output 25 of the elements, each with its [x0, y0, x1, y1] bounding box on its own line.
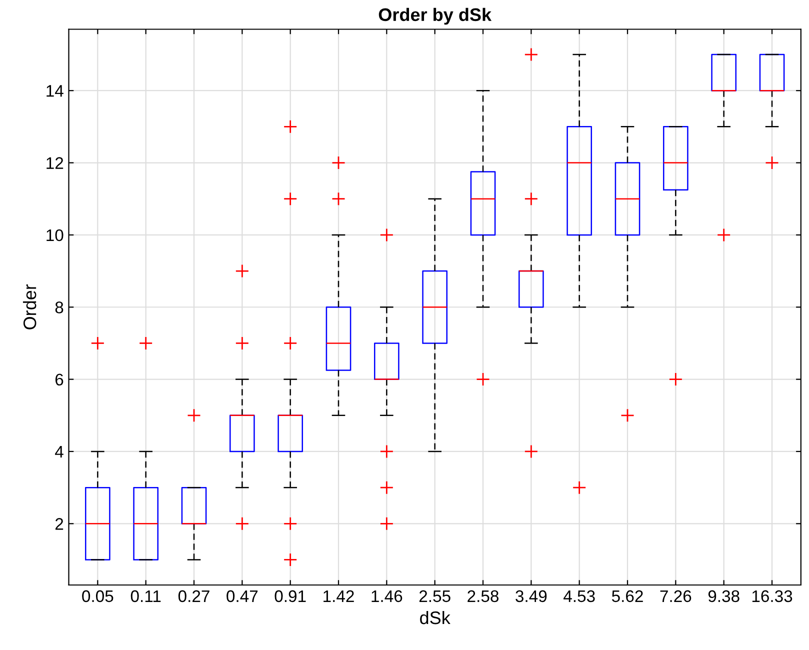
y-tick-label: 2 — [55, 518, 64, 530]
y-tick-label: 4 — [55, 446, 64, 458]
x-tick-label: 2.55 — [419, 590, 450, 602]
y-tick-label: 12 — [46, 157, 64, 169]
x-tick-label: 9.38 — [708, 590, 740, 602]
chart-title: Order by dSk — [378, 8, 492, 25]
x-tick-label: 0.05 — [82, 590, 114, 602]
x-tick-label: 0.11 — [130, 590, 161, 602]
y-tick-label: 6 — [55, 374, 64, 386]
x-tick-label: 0.47 — [226, 590, 258, 602]
x-tick-label: 4.53 — [564, 590, 595, 602]
x-axis-title: dSk — [420, 610, 450, 624]
x-tick-label: 5.62 — [612, 590, 643, 602]
x-tick-label: 0.91 — [274, 590, 306, 602]
x-tick-label: 3.49 — [516, 590, 547, 602]
x-tick-label: 1.42 — [324, 590, 354, 602]
x-tick-label: 0.27 — [178, 590, 210, 602]
x-tick-label: 2.58 — [468, 590, 498, 602]
y-tick-label: 8 — [55, 302, 64, 314]
x-tick-label: 16.33 — [752, 590, 792, 602]
y-axis-title: Order — [22, 284, 36, 330]
y-tick-label: 14 — [46, 85, 64, 97]
x-tick-label: 1.46 — [372, 590, 402, 602]
x-tick-label: 7.26 — [660, 590, 692, 602]
y-tick-label: 10 — [46, 229, 64, 242]
